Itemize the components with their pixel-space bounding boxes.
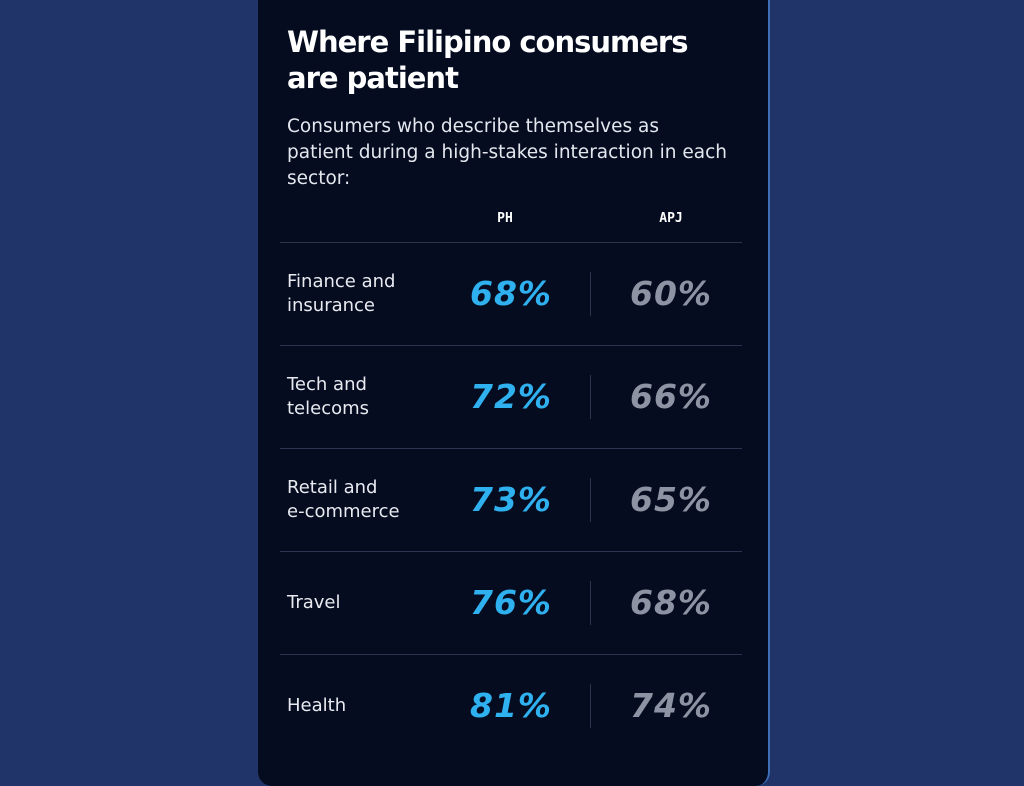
- row-label: Retail and e-commerce: [287, 476, 400, 522]
- ph-value: 72%: [470, 376, 552, 416]
- chart-title: Where Filipino consumers are patient: [287, 25, 688, 95]
- ph-value: 73%: [470, 479, 552, 519]
- apj-value: 65%: [630, 479, 712, 519]
- table-divider: [280, 551, 742, 552]
- column-separator: [590, 271, 591, 316]
- row-label: Tech and telecoms: [287, 373, 370, 419]
- column-separator: [590, 580, 591, 625]
- row-label: Travel: [287, 591, 341, 613]
- column-header-ph: PH: [497, 211, 513, 226]
- column-separator: [590, 374, 591, 419]
- row-label: Finance and insurance: [287, 270, 396, 316]
- apj-value: 60%: [630, 273, 712, 313]
- apj-value: 66%: [630, 376, 712, 416]
- table-divider: [280, 654, 742, 655]
- chart-subtitle: Consumers who describe themselves as pat…: [287, 116, 727, 189]
- apj-value: 74%: [630, 685, 712, 725]
- table-divider: [280, 345, 742, 346]
- ph-value: 76%: [470, 582, 552, 622]
- table-divider: [280, 242, 742, 243]
- column-separator: [590, 683, 591, 728]
- apj-value: 68%: [630, 582, 712, 622]
- chart-card: Where Filipino consumers are patient Con…: [258, 0, 770, 786]
- column-header-apj: APJ: [659, 211, 683, 226]
- column-separator: [590, 477, 591, 522]
- table-divider: [280, 448, 742, 449]
- ph-value: 81%: [470, 685, 552, 725]
- ph-value: 68%: [470, 273, 552, 313]
- row-label: Health: [287, 694, 347, 716]
